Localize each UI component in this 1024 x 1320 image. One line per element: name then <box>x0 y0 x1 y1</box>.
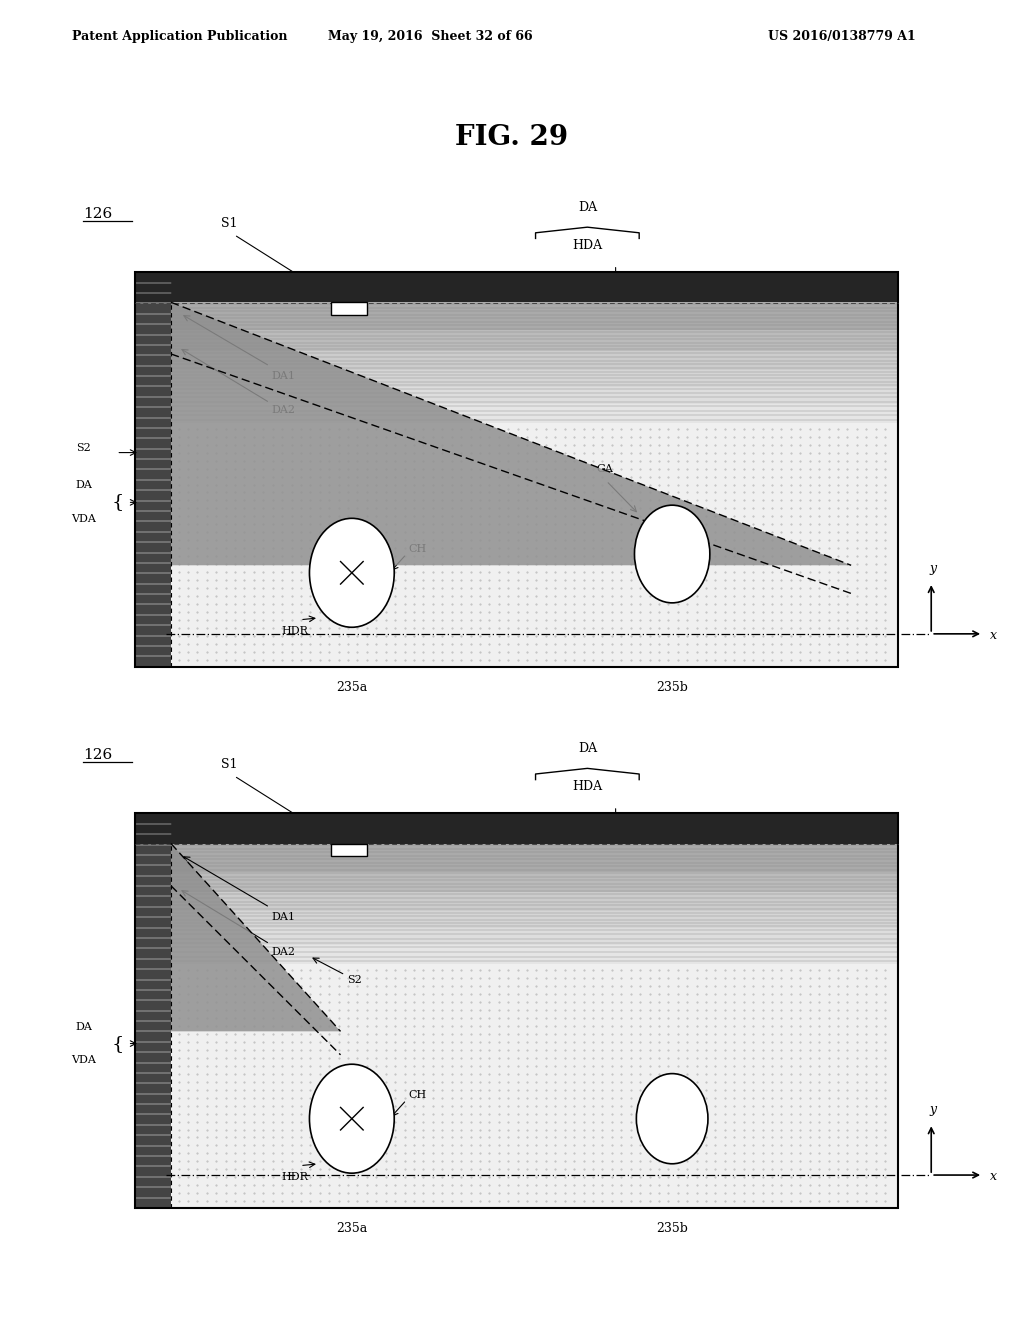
Bar <box>171 911 898 928</box>
Polygon shape <box>171 302 851 565</box>
Text: 126: 126 <box>83 748 113 762</box>
Bar <box>171 892 898 911</box>
Text: CH: CH <box>409 544 427 554</box>
Text: DA1: DA1 <box>271 371 296 380</box>
Bar <box>171 945 898 964</box>
Text: May 19, 2016  Sheet 32 of 66: May 19, 2016 Sheet 32 of 66 <box>328 30 532 42</box>
Bar <box>135 813 898 1208</box>
Text: GA: GA <box>597 465 613 474</box>
Text: S1: S1 <box>221 216 238 230</box>
Text: 235b: 235b <box>656 681 688 694</box>
Text: x: x <box>989 1171 996 1184</box>
Text: DA: DA <box>75 480 92 491</box>
Bar <box>135 813 171 1208</box>
Text: S2: S2 <box>76 444 91 453</box>
Bar <box>171 843 898 871</box>
Text: 126: 126 <box>83 207 113 220</box>
Text: S2: S2 <box>347 974 361 985</box>
Bar <box>135 272 171 667</box>
Polygon shape <box>171 843 341 1031</box>
Bar <box>135 272 898 667</box>
Text: HDR: HDR <box>282 626 308 636</box>
Text: y: y <box>930 562 937 574</box>
Ellipse shape <box>309 519 394 627</box>
Ellipse shape <box>309 1064 394 1173</box>
Text: DA2: DA2 <box>271 946 296 957</box>
Bar <box>171 302 898 330</box>
Text: S1: S1 <box>221 758 238 771</box>
Text: DA2: DA2 <box>271 405 296 416</box>
Text: FIG. 29: FIG. 29 <box>456 124 568 150</box>
Text: {: { <box>112 494 124 511</box>
Text: VDA: VDA <box>71 515 96 524</box>
Bar <box>171 422 898 667</box>
Text: 235a: 235a <box>336 1222 368 1236</box>
Bar <box>135 272 898 302</box>
Text: 235b: 235b <box>656 1222 688 1236</box>
Text: Patent Application Publication: Patent Application Publication <box>72 30 287 42</box>
Text: DA: DA <box>578 742 597 755</box>
Bar <box>171 351 898 370</box>
Text: x: x <box>989 630 996 643</box>
Text: y: y <box>930 1104 937 1115</box>
Text: CH: CH <box>409 1090 427 1100</box>
Bar <box>171 330 898 351</box>
Ellipse shape <box>635 506 710 603</box>
Text: HDA: HDA <box>572 239 602 252</box>
Text: HDA: HDA <box>572 780 602 793</box>
Bar <box>171 964 898 1208</box>
Text: HDR: HDR <box>282 1172 308 1181</box>
Bar <box>171 871 898 892</box>
Bar <box>331 843 367 855</box>
Text: VDA: VDA <box>71 1056 96 1065</box>
Text: US 2016/0138779 A1: US 2016/0138779 A1 <box>768 30 915 42</box>
Bar <box>171 370 898 387</box>
Text: {: { <box>112 1035 124 1052</box>
Bar <box>171 387 898 404</box>
Text: 235a: 235a <box>336 681 368 694</box>
Bar <box>331 302 367 314</box>
Bar <box>171 928 898 945</box>
Text: DA: DA <box>578 201 597 214</box>
Ellipse shape <box>636 1073 708 1164</box>
Text: DA: DA <box>75 1022 92 1032</box>
Text: DA1: DA1 <box>271 912 296 921</box>
Bar <box>171 404 898 422</box>
Bar <box>135 813 898 843</box>
